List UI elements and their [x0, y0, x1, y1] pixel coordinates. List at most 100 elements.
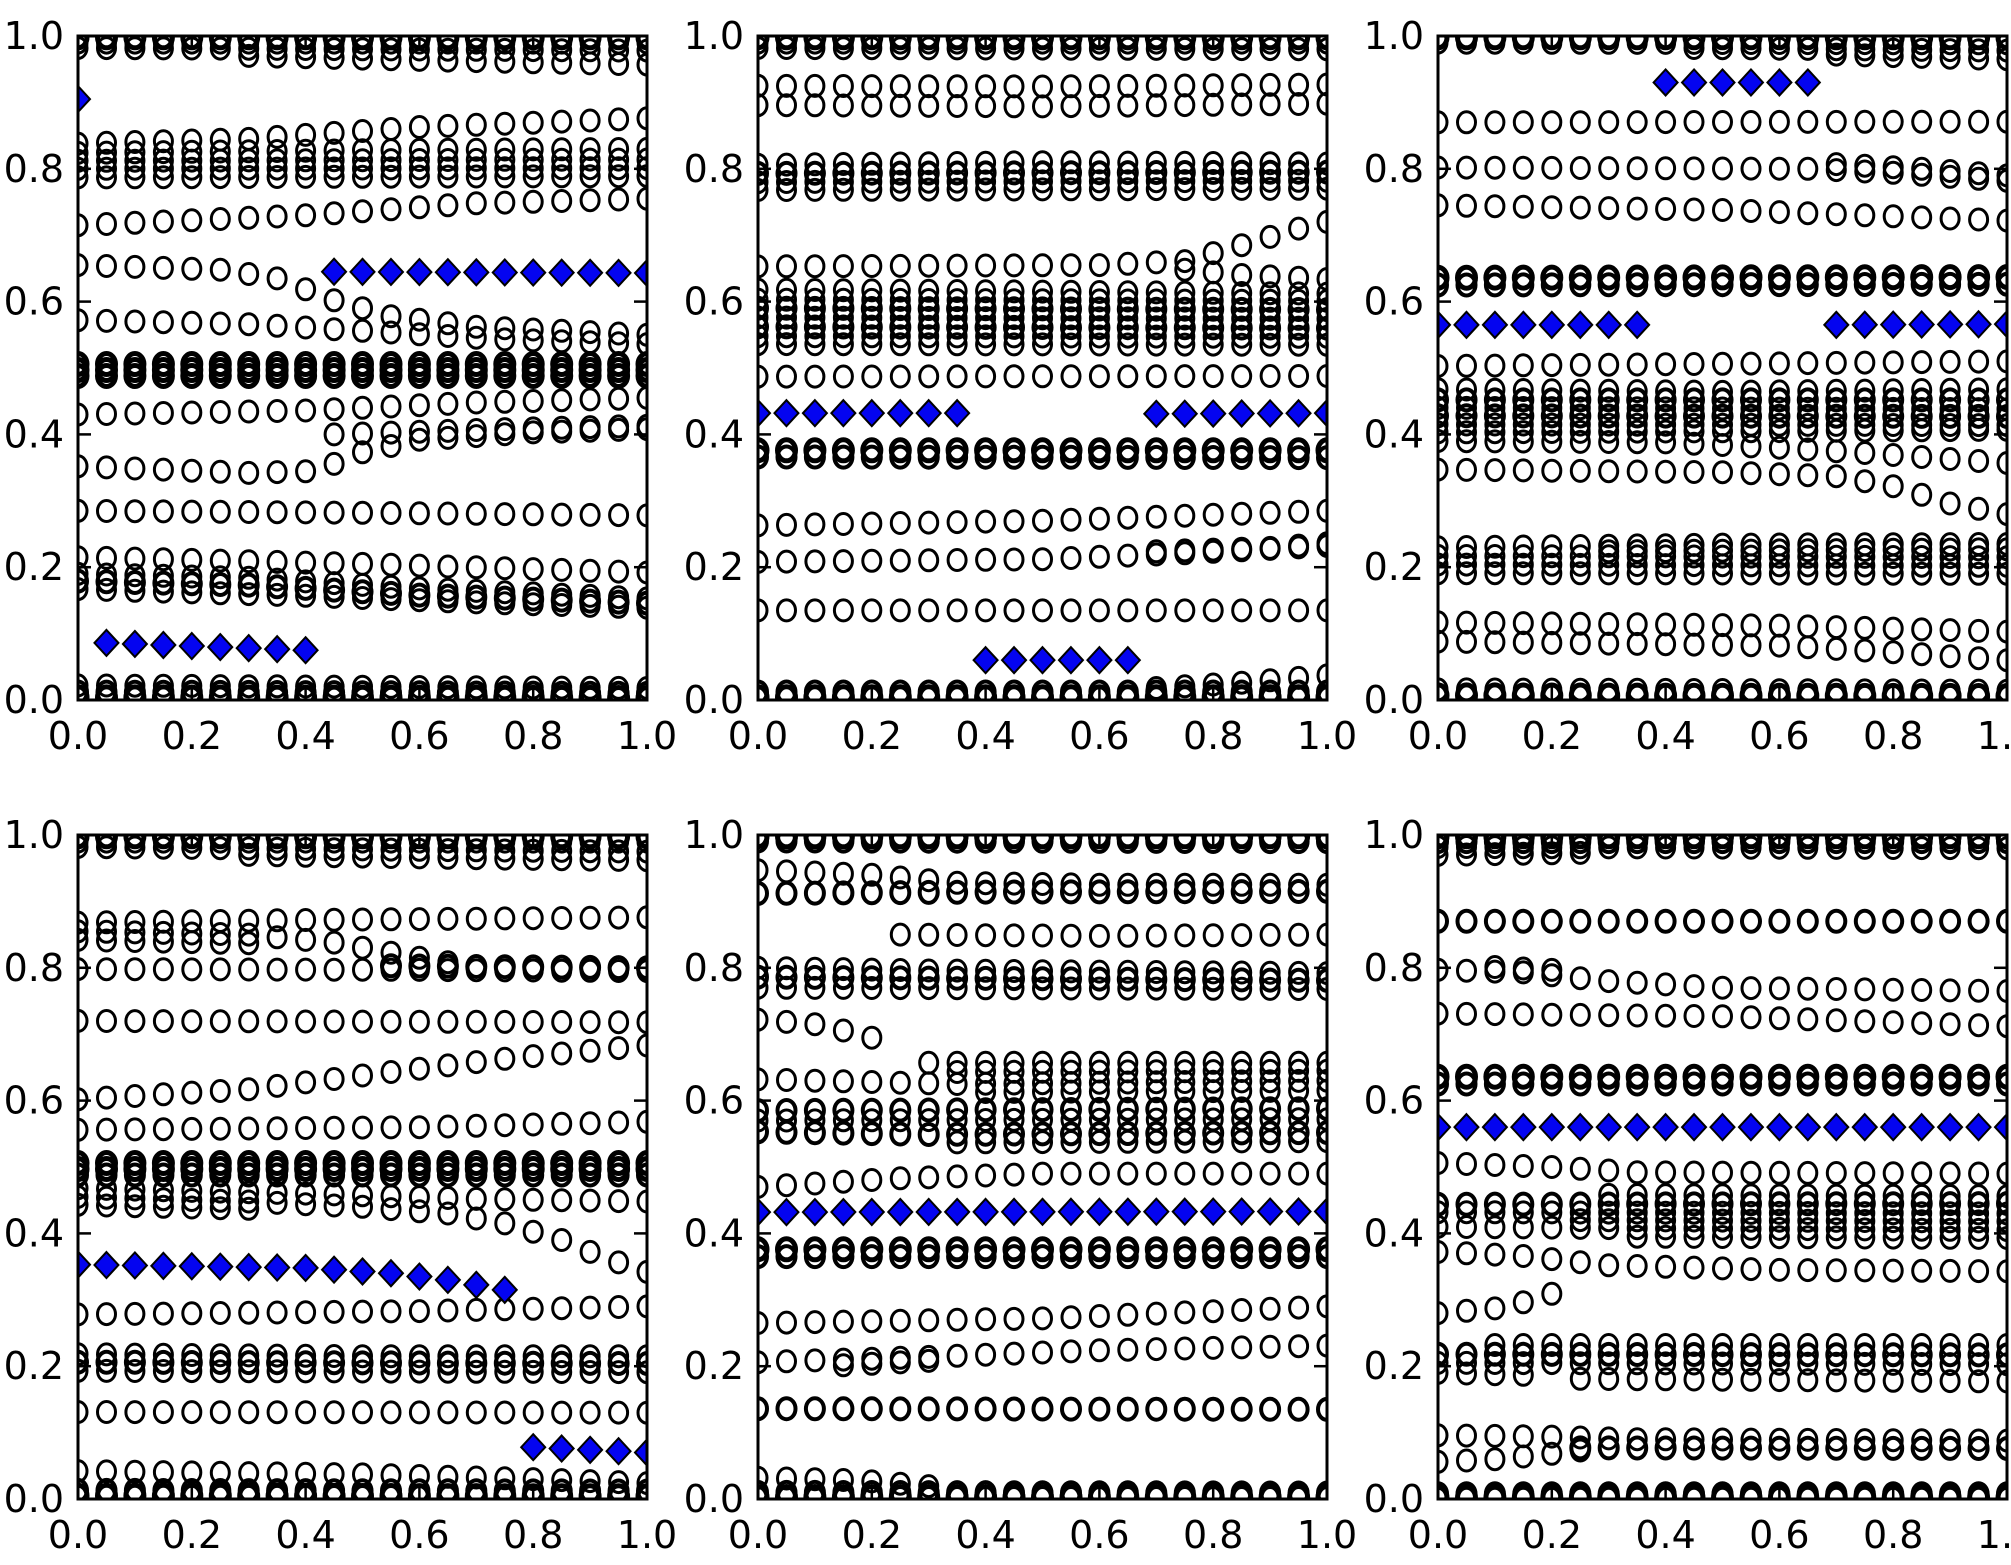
edge-state-diamond-marker [758, 1197, 772, 1227]
circle-row [1825, 152, 2007, 188]
circle-row [78, 498, 647, 528]
edge-state-diamond-marker [1879, 310, 1907, 340]
circle-row [1438, 193, 2007, 233]
circle-row [758, 1161, 1327, 1199]
diamond-row [1438, 1112, 2007, 1142]
axis-ticks [76, 833, 649, 1501]
edge-state-diamond-marker [377, 1258, 405, 1288]
circle-row [758, 159, 1327, 186]
edge-state-diamond-marker [1453, 1112, 1480, 1142]
circle-row [1598, 1182, 2007, 1209]
edge-state-diamond-marker [235, 633, 263, 663]
circle-row [758, 1484, 1327, 1499]
edge-state-diamond-marker [1057, 645, 1085, 675]
y-tick-label: 0.2 [1364, 1344, 1424, 1388]
circle-row [758, 1236, 1327, 1263]
x-tick-label: 0.6 [1069, 1513, 1129, 1557]
x-tick-label: 0.8 [1183, 714, 1243, 758]
circle-row [1438, 840, 1591, 867]
edge-state-diamond-marker [1481, 310, 1509, 340]
circle-row [758, 150, 1327, 177]
x-tick-label: 1.0 [1977, 714, 2011, 758]
subplot-bottom-left-markers [78, 835, 647, 1499]
edge-state-diamond-marker [1623, 310, 1651, 340]
circle-row [758, 878, 1327, 906]
y-tick-label: 0.0 [4, 1477, 64, 1521]
circle-row [1438, 1001, 2007, 1039]
circle-row [758, 835, 1327, 855]
circle-row [1438, 109, 2007, 135]
circle-row [78, 1294, 647, 1327]
axis-ticks [756, 34, 1329, 702]
y-tick-label: 0.2 [4, 1344, 64, 1388]
edge-state-diamond-marker [605, 1436, 632, 1466]
edge-state-diamond-marker [1709, 1112, 1736, 1142]
circle-row [1438, 1214, 2007, 1243]
edge-state-diamond-marker [1142, 399, 1170, 429]
circle-row [1438, 1200, 2007, 1226]
circle-row [78, 1176, 647, 1214]
circle-row [758, 295, 1327, 323]
circle-row [1569, 1208, 2007, 1234]
edge-state-diamond-marker [829, 398, 857, 428]
circle-row [1438, 387, 2007, 413]
edge-state-diamond-marker [349, 257, 376, 287]
edge-state-diamond-marker [377, 257, 405, 287]
edge-state-diamond-marker [1142, 1197, 1170, 1227]
edge-state-diamond-marker [121, 629, 149, 659]
y-tick-label: 1.0 [1364, 14, 1424, 58]
diamond-row [78, 84, 92, 114]
y-tick-label: 0.4 [1364, 412, 1424, 456]
circle-row [78, 136, 647, 165]
edge-state-diamond-marker [263, 1253, 291, 1282]
circle-row [832, 1348, 940, 1378]
edge-state-diamond-marker [1965, 309, 1992, 339]
edge-state-diamond-marker [1438, 1112, 1452, 1142]
circle-row [78, 253, 647, 347]
x-tick-label: 0.8 [1863, 714, 1923, 758]
edge-state-diamond-marker [943, 1197, 971, 1227]
circle-row [78, 36, 647, 63]
x-tick-label: 0.0 [1408, 714, 1468, 758]
edge-state-diamond-marker [1794, 1112, 1822, 1142]
circle-row [78, 363, 647, 389]
subplot-bottom-middle: 0.0 0.2 0.4 0.6 0.8 1.0 0.0 0.2 0.4 0.6 0.8 1.0 [684, 813, 1358, 1557]
edge-state-diamond-marker [1029, 645, 1056, 675]
circle-row [918, 1050, 1327, 1075]
edge-state-diamond-marker [1766, 1112, 1793, 1142]
edge-state-diamond-marker [1822, 310, 1850, 340]
diamond-row [78, 1250, 519, 1305]
edge-state-diamond-marker [548, 258, 576, 288]
circle-row [1438, 835, 2007, 861]
axes-spines [76, 833, 649, 1501]
circle-row [758, 287, 1327, 313]
diamond-row [1652, 68, 1822, 97]
subplot-bottom-middle-markers [758, 835, 1327, 1499]
edge-state-diamond-marker [1936, 309, 1964, 339]
circle-row [889, 922, 1327, 948]
edge-state-diamond-marker [1680, 68, 1708, 97]
edge-state-diamond-marker [915, 1197, 943, 1227]
axis-ticks [1436, 34, 2009, 702]
edge-state-diamond-marker [801, 398, 829, 428]
y-tick-label: 0.6 [1364, 280, 1424, 324]
edge-state-diamond-marker [78, 1250, 92, 1280]
diamond-row [972, 645, 1142, 675]
edge-state-diamond-marker [491, 1275, 519, 1305]
circle-row [78, 1033, 647, 1112]
circle-row [758, 209, 1327, 279]
edge-state-diamond-marker [633, 1438, 647, 1467]
diamond-row [93, 628, 319, 665]
x-tick-label: 0.0 [48, 714, 108, 758]
edge-state-diamond-marker [434, 1265, 462, 1295]
x-tick-label: 0.6 [1749, 714, 1809, 758]
y-tick-label: 0.8 [1364, 946, 1424, 990]
edge-state-diamond-marker [1851, 310, 1879, 340]
edge-state-diamond-marker [1453, 310, 1480, 340]
edge-state-diamond-marker [633, 258, 647, 288]
subplot-top-right-markers [1438, 36, 2007, 700]
y-tick-label: 0.0 [1364, 1477, 1424, 1521]
subplot-top-right: 0.0 0.2 0.4 0.6 0.8 1.0 0.0 0.2 0.4 0.6 0.8 1.0 [1364, 14, 2011, 758]
x-tick-label: 0.6 [389, 1513, 449, 1557]
